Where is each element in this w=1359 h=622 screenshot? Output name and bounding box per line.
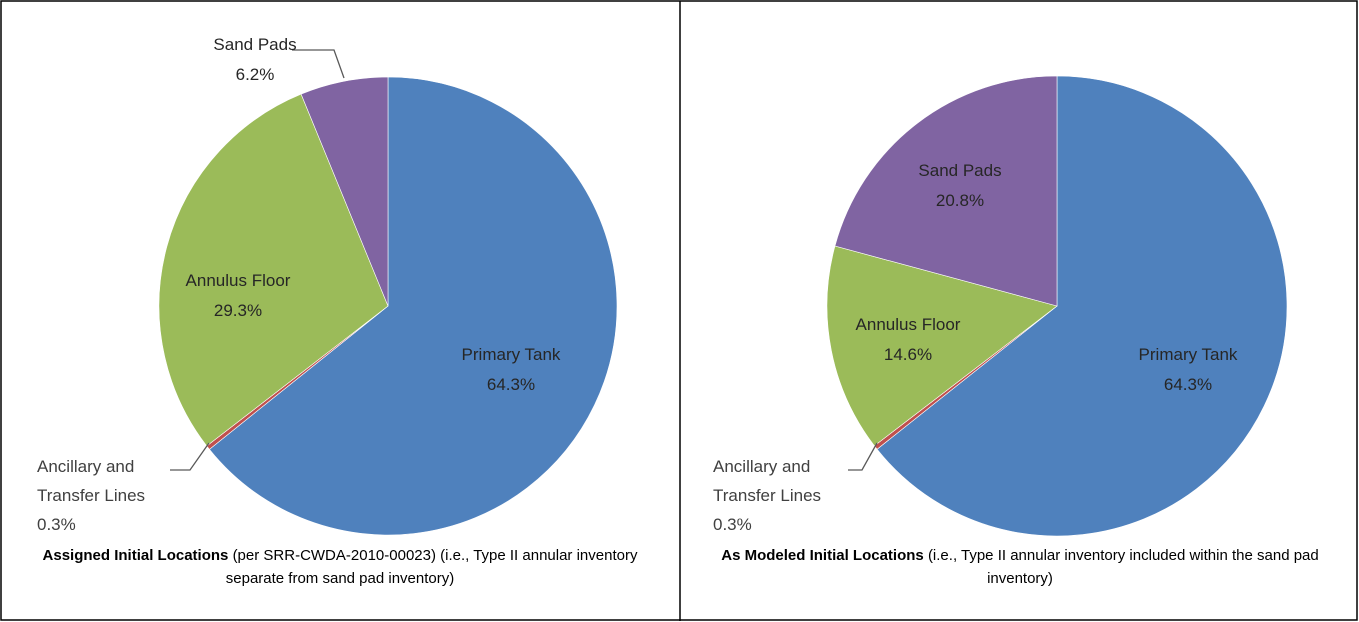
value-label: 64.3% <box>1163 375 1213 394</box>
slice-label: Annulus Floor 14.6% <box>856 310 961 370</box>
leader-line <box>292 49 345 79</box>
value-label: 29.3% <box>213 301 263 320</box>
caption-title: Assigned Initial Locations <box>42 547 229 564</box>
value-label: 64.3% <box>486 375 536 394</box>
category-label: Primary Tank <box>461 345 561 364</box>
slice-label: Primary Tank 64.3% <box>1139 340 1238 400</box>
pie-slice <box>208 76 618 536</box>
slice-label: Ancillary and Transfer Lines 0.3% <box>37 452 172 539</box>
slice-label: Primary Tank 64.3% <box>462 340 561 400</box>
slice-label: Sand Pads 6.2% <box>213 30 296 90</box>
pie-slice <box>834 75 1058 307</box>
caption-text: (per SRR-CWDA-2010-00023) (i.e., Type II… <box>225 547 638 587</box>
caption: As Modeled Initial Locations (i.e., Type… <box>720 544 1320 590</box>
slice-label: Sand Pads 20.8% <box>918 156 1001 216</box>
caption-title: As Modeled Initial Locations <box>721 547 924 564</box>
category-label: Annulus Floor <box>185 271 291 290</box>
value-label: 20.8% <box>935 191 985 210</box>
caption-text: (i.e., Type II annular inventory include… <box>927 547 1319 587</box>
category-label: Primary Tank <box>1138 345 1238 364</box>
category-label: Sand Pads <box>213 35 297 54</box>
pies <box>158 75 1288 537</box>
category-label: Ancillary and Transfer Lines <box>713 457 822 505</box>
pie-slice <box>158 93 389 447</box>
slice-label: Ancillary and Transfer Lines 0.3% <box>713 452 848 539</box>
pie-slice <box>876 75 1288 537</box>
slice-label: Annulus Floor 29.3% <box>186 266 291 326</box>
leader-line <box>170 442 210 471</box>
pie-slice <box>300 76 389 307</box>
pie-slice <box>826 245 1058 447</box>
leader-line <box>848 442 878 471</box>
category-label: Sand Pads <box>918 161 1002 180</box>
value-label: 0.3% <box>713 515 752 534</box>
value-label: 0.3% <box>37 515 76 534</box>
value-label: 14.6% <box>883 345 933 364</box>
category-label: Ancillary and Transfer Lines <box>37 457 146 505</box>
caption: Assigned Initial Locations (per SRR-CWDA… <box>40 544 640 590</box>
value-label: 6.2% <box>235 65 275 84</box>
category-label: Annulus Floor <box>855 315 961 334</box>
